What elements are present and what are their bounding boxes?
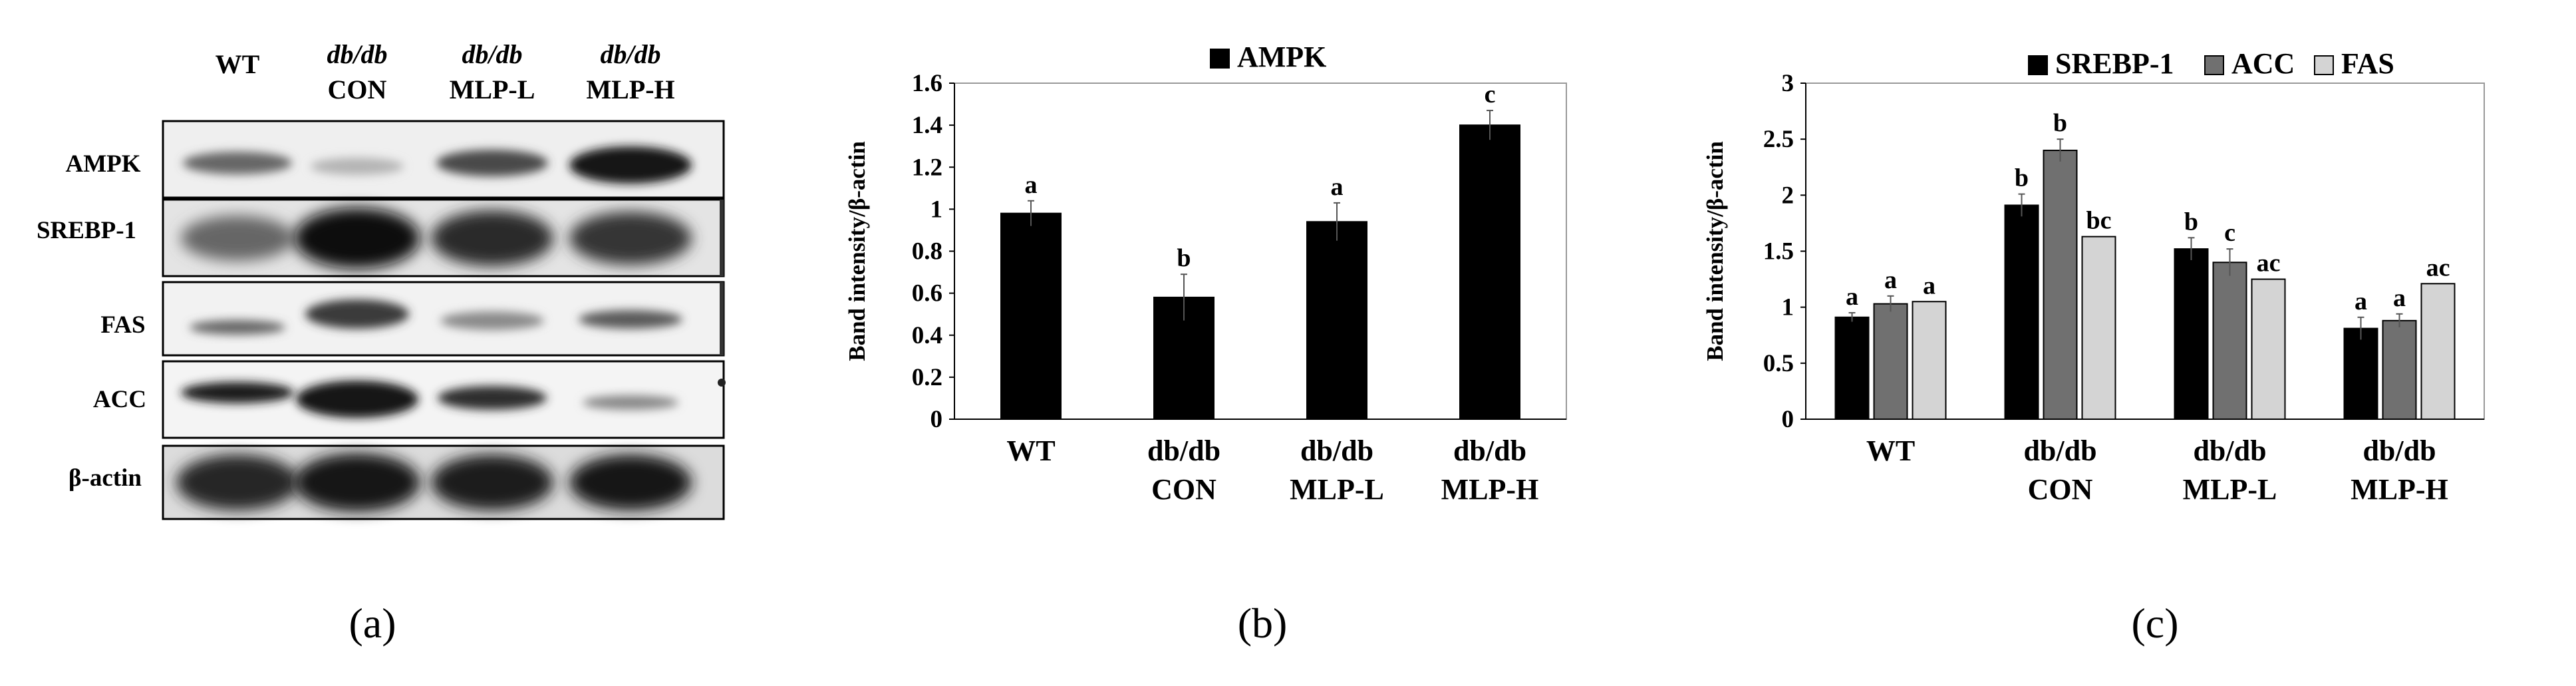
x-category-label: MLP-H — [2351, 473, 2448, 506]
y-tick-label: 1 — [930, 196, 943, 223]
x-category-label: WT — [1866, 434, 1915, 467]
panel-label-c: (c) — [2131, 600, 2179, 647]
significance-letter: c — [2224, 219, 2235, 247]
x-category-label: db/db — [1300, 434, 1373, 467]
lane-header-3-line2: MLP-L — [450, 75, 535, 104]
legend-label: AMPK — [1237, 41, 1326, 73]
x-category-label: CON — [2028, 473, 2093, 506]
panel-label-b: (b) — [1237, 600, 1288, 647]
significance-letter: a — [1884, 266, 1897, 294]
x-category-label: WT — [1006, 434, 1055, 467]
blot-strip-beta-actin — [162, 444, 725, 520]
x-category-label: db/db — [2362, 434, 2436, 467]
legend-swatch — [2204, 55, 2224, 75]
blot-strip-ampk — [162, 120, 725, 199]
bar-fas — [2251, 278, 2286, 421]
x-category-label: MLP-L — [2183, 473, 2277, 506]
y-tick-label: 2 — [1782, 182, 1794, 209]
x-category-label: db/db — [1453, 434, 1526, 467]
x-category-label: db/db — [2023, 434, 2096, 467]
protein-label-ampk: AMPK — [65, 150, 140, 178]
y-tick-label: 0.5 — [1763, 350, 1794, 377]
bar-srebp-1 — [2343, 327, 2378, 420]
y-tick-label: 0.8 — [912, 238, 942, 265]
bar-ampk — [1306, 221, 1367, 420]
significance-letter: a — [2393, 284, 2406, 312]
y-tick-label: 1 — [1782, 294, 1794, 321]
significance-letter: a — [1846, 283, 1858, 311]
lipogenesis-bar-chart: 0 0.5 1 1.5 2 2.5 3 Band intensity/β-actin WT db/… — [1703, 47, 2485, 506]
y-tick-label: 0.2 — [912, 364, 942, 391]
western-blot-panel: WT db/db CON db/db MLP-L db/db MLP-H AMP… — [37, 39, 726, 520]
significance-letter: c — [1485, 81, 1496, 108]
protein-label-srebp1: SREBP-1 — [37, 217, 136, 244]
bar-ampk — [1459, 124, 1520, 420]
bar-srebp-1 — [2004, 204, 2039, 420]
protein-label-fas: FAS — [100, 311, 145, 339]
x-category-label: db/db — [2193, 434, 2266, 467]
y-tick-label: 0 — [930, 406, 943, 433]
ampk-bar-chart: 0 0.2 0.4 0.6 0.8 1 1.2 1.4 1.6 Band intensity/β-… — [844, 41, 1567, 506]
blot-strip-srebp1 — [162, 198, 725, 277]
x-category-label: CON — [1151, 473, 1216, 506]
lane-header-3-line1: db/db — [462, 39, 522, 69]
legend-swatch — [1210, 49, 1230, 69]
significance-letter: ac — [2426, 254, 2450, 281]
y-tick-label: 1.2 — [912, 154, 942, 181]
bar-fas — [2420, 283, 2456, 421]
x-category-label: db/db — [1147, 434, 1220, 467]
legend-swatch — [2028, 55, 2048, 75]
significance-letter: ac — [2257, 250, 2281, 277]
bar-srebp-1 — [2174, 248, 2209, 420]
legend-swatch — [2314, 55, 2334, 75]
x-category-label: MLP-H — [1441, 473, 1539, 506]
bar-acc — [1873, 303, 1908, 420]
bar-fas — [2081, 236, 2116, 420]
bar-acc — [2212, 261, 2247, 421]
y-tick-label: 1.5 — [1763, 238, 1794, 265]
significance-letter: a — [1923, 271, 1935, 299]
significance-letter: a — [1025, 171, 1038, 199]
legend-label: ACC — [2231, 47, 2295, 80]
protein-label-acc: ACC — [93, 386, 146, 413]
blot-strip-fas — [162, 281, 725, 357]
y-axis-label: Band intensity/β-actin — [844, 141, 870, 361]
legend-label: FAS — [2341, 47, 2394, 80]
bar-fas — [1912, 301, 1947, 420]
significance-letter: b — [2184, 208, 2198, 236]
y-tick-label: 0.6 — [912, 280, 942, 307]
protein-label-beta-actin: β-actin — [69, 464, 142, 492]
x-category-label: MLP-L — [1290, 473, 1384, 506]
y-tick-label: 1.6 — [912, 70, 942, 97]
bar-ampk — [1000, 212, 1062, 420]
significance-letter: a — [2355, 287, 2367, 315]
bar-srebp-1 — [1834, 316, 1870, 421]
significance-letter: b — [2053, 109, 2067, 137]
y-tick-label: 0.4 — [912, 322, 942, 349]
y-tick-label: 3 — [1782, 70, 1794, 97]
y-tick-label: 0 — [1782, 406, 1794, 433]
lane-header-4-line1: db/db — [600, 39, 660, 69]
y-tick-label: 1.4 — [912, 112, 942, 139]
significance-letter: b — [1177, 244, 1191, 272]
y-tick-label: 2.5 — [1763, 126, 1794, 153]
lane-header-2-line1: db/db — [327, 39, 387, 69]
y-axis-label: Band intensity/β-actin — [1703, 141, 1728, 361]
lane-header-2-line2: CON — [328, 75, 387, 104]
significance-letter: bc — [2086, 207, 2112, 235]
bar-acc — [2382, 319, 2417, 420]
bar-acc — [2043, 150, 2078, 420]
significance-letter: b — [2015, 164, 2029, 192]
significance-letter: a — [1331, 173, 1344, 201]
legend-label: SREBP-1 — [2055, 47, 2174, 80]
panel-label-a: (a) — [349, 600, 396, 647]
lane-header-4-line2: MLP-H — [586, 75, 674, 104]
blot-strip-acc — [162, 360, 726, 439]
lane-header-1: WT — [215, 49, 260, 79]
